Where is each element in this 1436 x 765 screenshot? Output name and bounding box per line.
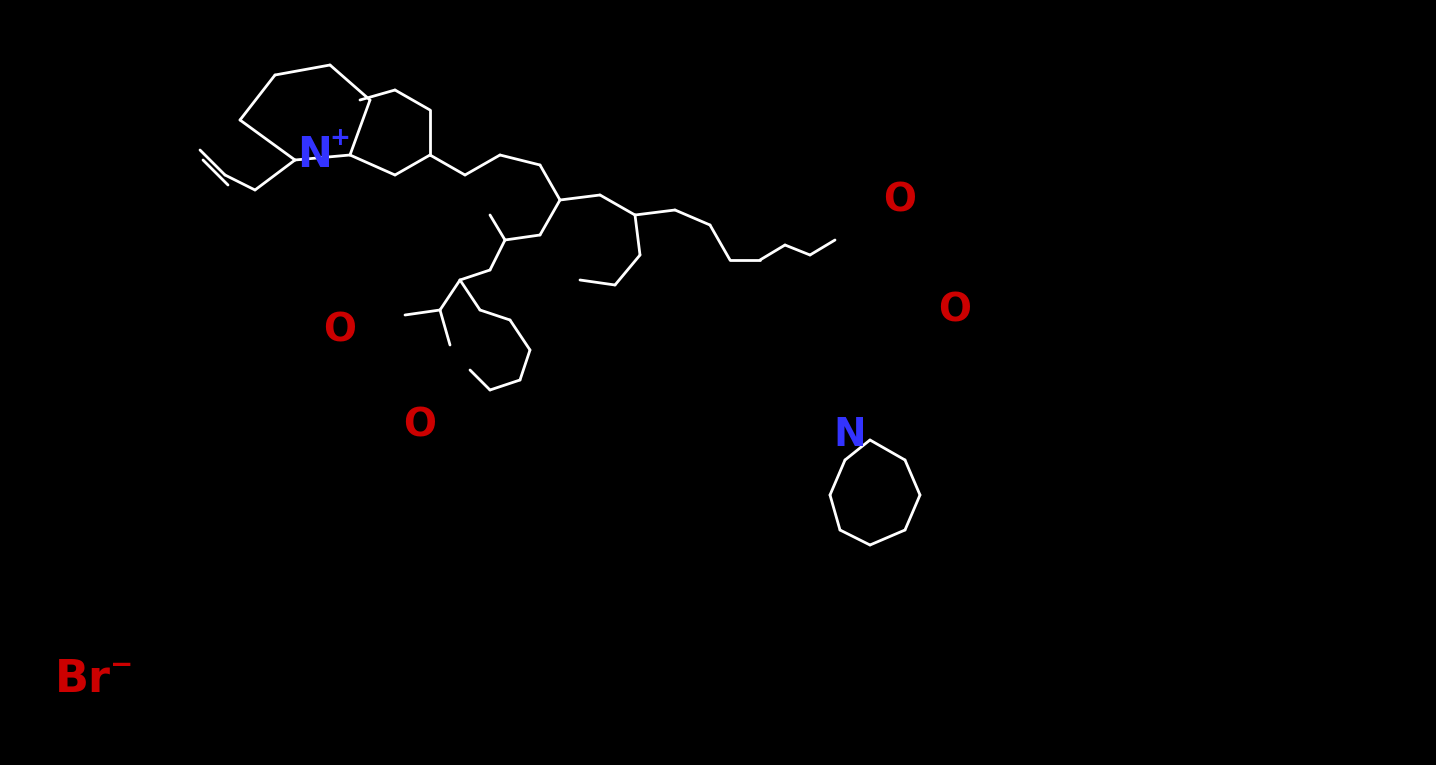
Text: O: O: [939, 291, 972, 329]
Text: O: O: [883, 181, 916, 219]
Text: −: −: [111, 651, 134, 679]
Text: O: O: [323, 311, 356, 349]
Text: N: N: [834, 416, 866, 454]
Text: O: O: [404, 406, 437, 444]
Text: N: N: [297, 134, 333, 176]
Text: +: +: [330, 126, 350, 150]
Text: Br: Br: [55, 659, 111, 702]
